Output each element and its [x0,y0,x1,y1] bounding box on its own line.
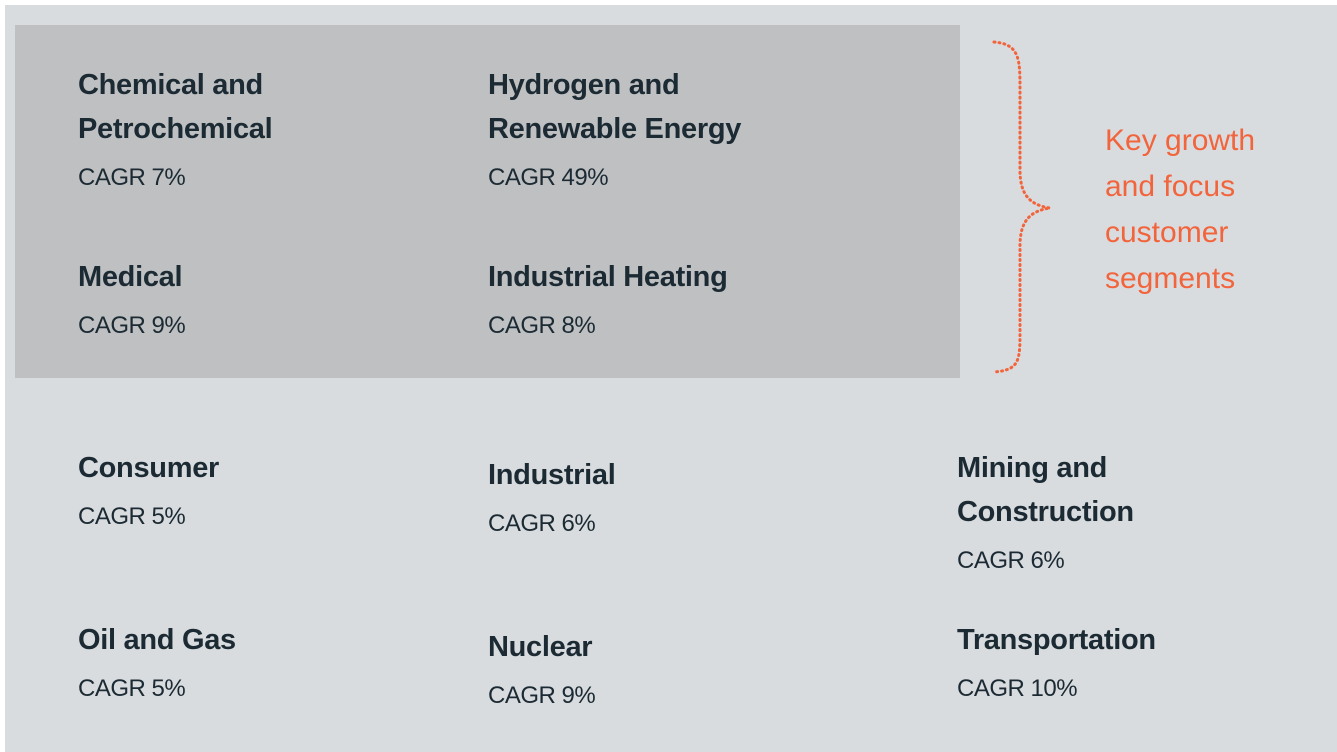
segment-cagr: CAGR 9% [78,312,186,339]
brace-line [992,40,1051,374]
segment-cagr: CAGR 5% [78,675,186,702]
focus-panel [15,25,960,378]
segment: Industrial Heating CAGR 8% [488,255,818,341]
segment-name: Consumer [78,452,220,484]
segment-cagr: CAGR 6% [957,547,1065,574]
segment-cagr: CAGR 49% [488,164,609,191]
segment: Medical CAGR 9% [78,255,408,341]
segment-name: Medical [78,261,183,293]
segment-name: Nuclear [488,631,593,663]
segment: Oil and Gas CAGR 5% [78,618,408,704]
segment: Industrial CAGR 6% [488,453,818,539]
segment-name: Industrial Heating [488,261,728,293]
brace [992,40,1051,374]
segment-name: Mining and Construction [957,452,1134,528]
segment-name: Chemical and Petrochemical [78,69,273,145]
segment: Chemical and Petrochemical CAGR 7% [78,63,408,193]
segment: Mining and Construction CAGR 6% [957,446,1217,576]
segment-name: Transportation [957,624,1156,656]
segment-cagr: CAGR 10% [957,675,1078,702]
callout-text: Key growth and focus customer segments [1105,124,1256,295]
segment: Consumer CAGR 5% [78,446,408,532]
segment-name: Hydrogen and Renewable Energy [488,69,742,145]
segment: Transportation CAGR 10% [957,618,1217,704]
segment-cagr: CAGR 8% [488,312,596,339]
segment-cagr: CAGR 9% [488,682,596,709]
segment-cagr: CAGR 6% [488,510,596,537]
segment-name: Industrial [488,459,616,491]
segment: Hydrogen and Renewable Energy CAGR 49% [488,63,818,193]
segment-cagr: CAGR 7% [78,164,186,191]
segment-cagr: CAGR 5% [78,503,186,530]
segment: Nuclear CAGR 9% [488,625,818,711]
segment-name: Oil and Gas [78,624,236,656]
